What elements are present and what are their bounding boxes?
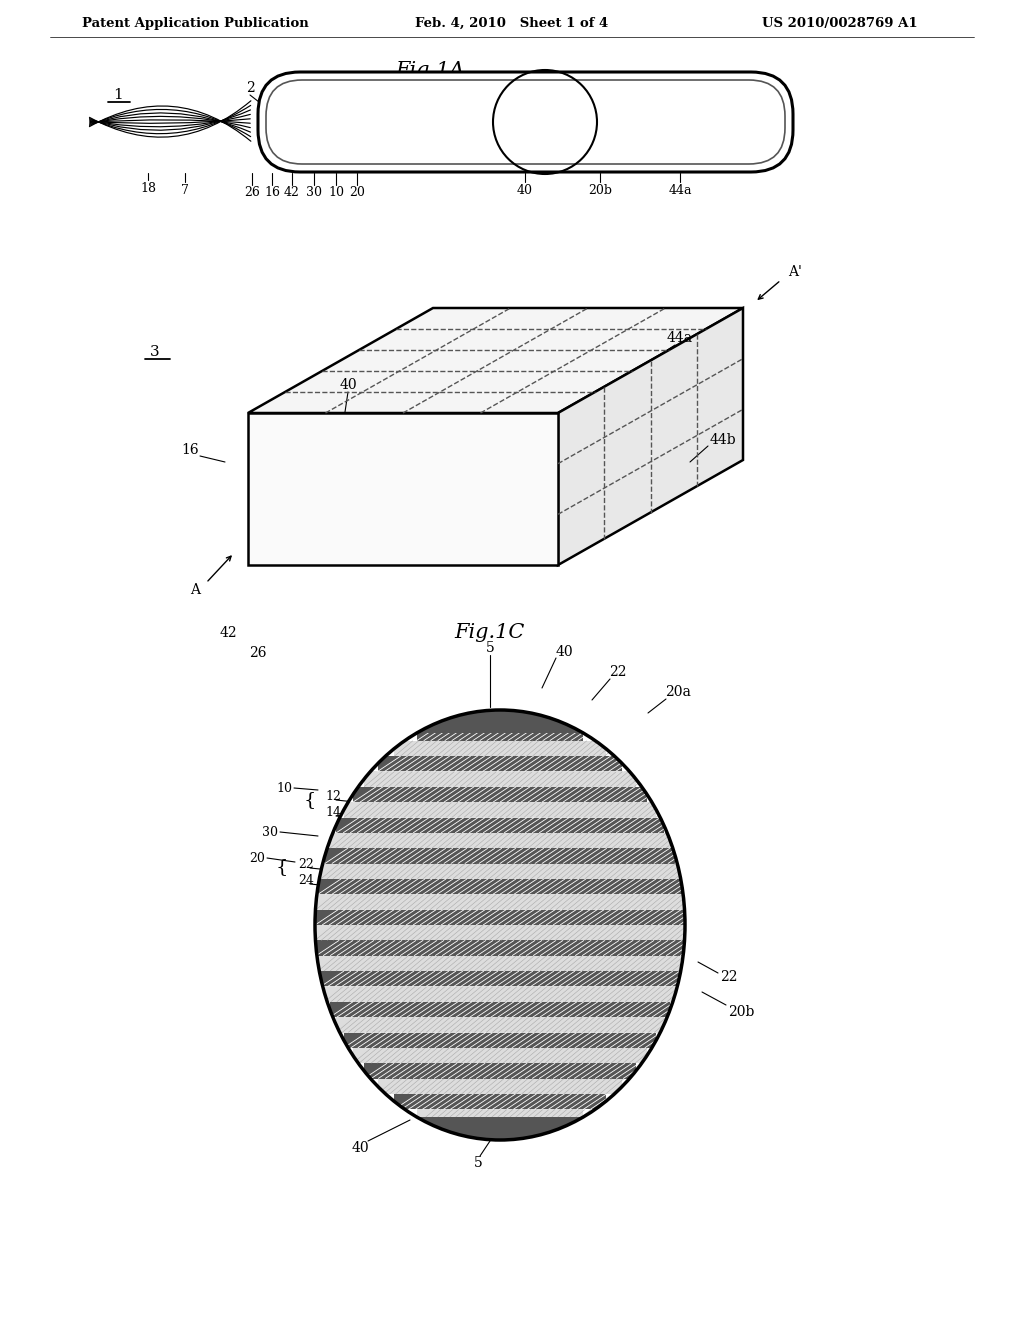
Text: Fig.1A: Fig.1A xyxy=(395,61,465,79)
Text: 5: 5 xyxy=(485,642,495,655)
Text: 5: 5 xyxy=(474,1156,482,1170)
Bar xyxy=(319,710,680,733)
Bar xyxy=(330,833,670,849)
Bar xyxy=(417,1109,584,1125)
Text: 44a: 44a xyxy=(667,331,693,345)
Bar xyxy=(316,894,684,909)
Text: 20: 20 xyxy=(249,851,265,865)
Bar xyxy=(365,1063,636,1078)
Bar xyxy=(318,956,682,972)
Text: 22: 22 xyxy=(720,970,737,983)
Text: 2: 2 xyxy=(246,81,254,95)
Bar xyxy=(417,726,584,741)
Bar xyxy=(85,115,253,129)
Bar xyxy=(344,803,656,817)
Text: 12: 12 xyxy=(325,789,341,803)
Text: 1: 1 xyxy=(113,88,123,102)
Bar xyxy=(330,1002,670,1018)
Text: 40: 40 xyxy=(351,1140,369,1155)
Text: 30: 30 xyxy=(306,186,322,199)
Text: 14: 14 xyxy=(325,805,341,818)
Text: 40: 40 xyxy=(339,378,356,392)
Text: 20a: 20a xyxy=(687,81,713,95)
Bar xyxy=(211,602,246,618)
Bar xyxy=(378,756,623,771)
Bar xyxy=(208,594,243,610)
Text: A': A' xyxy=(788,265,802,279)
Text: 42: 42 xyxy=(219,626,237,640)
Text: 5: 5 xyxy=(416,71,424,84)
Text: 1C: 1C xyxy=(595,71,614,84)
Bar xyxy=(319,1117,680,1140)
Bar xyxy=(253,95,269,147)
Bar xyxy=(353,787,647,803)
Bar xyxy=(208,444,248,461)
FancyBboxPatch shape xyxy=(258,73,793,172)
Text: 7: 7 xyxy=(181,183,189,197)
Bar xyxy=(365,771,636,787)
Polygon shape xyxy=(558,308,743,565)
Bar xyxy=(336,1018,664,1032)
Text: 40: 40 xyxy=(555,645,572,659)
Bar xyxy=(208,487,248,506)
Bar xyxy=(451,1125,549,1140)
Text: 18: 18 xyxy=(140,181,156,194)
Text: 44b: 44b xyxy=(710,433,736,447)
Text: {: { xyxy=(304,791,316,809)
Text: 40: 40 xyxy=(517,183,534,197)
Text: 10: 10 xyxy=(328,186,344,199)
Bar xyxy=(315,925,685,940)
Bar xyxy=(394,741,605,756)
Polygon shape xyxy=(248,308,743,413)
Text: 26: 26 xyxy=(244,186,260,199)
Text: 22: 22 xyxy=(609,665,627,678)
Polygon shape xyxy=(248,413,558,565)
Bar xyxy=(451,710,549,726)
Bar xyxy=(318,879,682,894)
Bar xyxy=(321,972,679,986)
Text: 26: 26 xyxy=(249,645,266,660)
Ellipse shape xyxy=(315,710,685,1140)
Bar xyxy=(344,1032,656,1048)
Text: {: { xyxy=(275,858,288,876)
Text: US 2010/0028769 A1: US 2010/0028769 A1 xyxy=(762,16,918,29)
Text: 16: 16 xyxy=(264,186,280,199)
Text: Fig.1C: Fig.1C xyxy=(455,623,525,642)
Text: 20b: 20b xyxy=(588,183,612,197)
Bar xyxy=(321,863,679,879)
Text: Patent Application Publication: Patent Application Publication xyxy=(82,16,308,29)
Bar xyxy=(315,909,685,925)
Bar xyxy=(325,986,675,1002)
Text: 3: 3 xyxy=(151,345,160,359)
Text: 20b: 20b xyxy=(728,1005,755,1019)
Text: 42: 42 xyxy=(284,186,300,199)
Bar xyxy=(214,610,249,626)
Text: 22: 22 xyxy=(298,858,313,870)
Text: 16: 16 xyxy=(181,444,199,457)
Bar xyxy=(353,1048,647,1063)
Bar xyxy=(325,849,675,863)
Text: 20a: 20a xyxy=(665,685,691,700)
Text: 44a: 44a xyxy=(669,183,692,197)
Text: 10: 10 xyxy=(276,781,292,795)
Text: A: A xyxy=(190,583,200,597)
Bar xyxy=(394,1094,605,1109)
Bar xyxy=(336,817,664,833)
Text: 30: 30 xyxy=(262,825,278,838)
Text: 40: 40 xyxy=(331,71,349,84)
Bar xyxy=(316,940,684,956)
Text: Feb. 4, 2010   Sheet 1 of 4: Feb. 4, 2010 Sheet 1 of 4 xyxy=(416,16,608,29)
Text: Fig.1B: Fig.1B xyxy=(470,321,540,339)
Bar xyxy=(378,1078,623,1094)
Text: 20: 20 xyxy=(349,186,365,199)
Text: 24: 24 xyxy=(298,874,314,887)
Bar xyxy=(208,465,248,483)
